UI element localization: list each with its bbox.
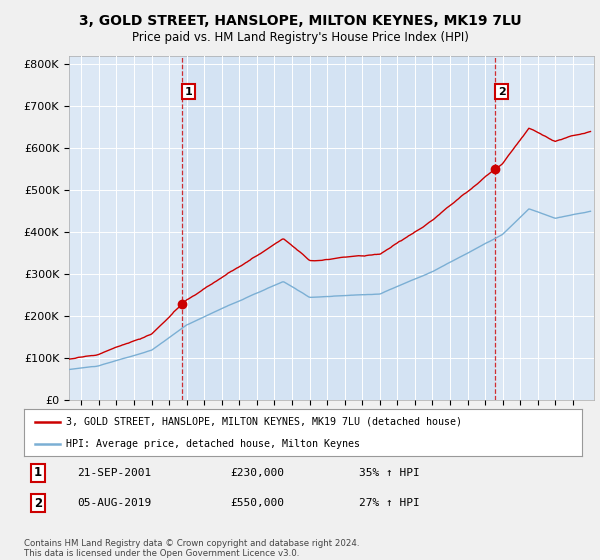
Text: 2: 2 (34, 497, 42, 510)
Text: 21-SEP-2001: 21-SEP-2001 (77, 468, 151, 478)
Text: 35% ↑ HPI: 35% ↑ HPI (359, 468, 419, 478)
Text: Contains HM Land Registry data © Crown copyright and database right 2024.
This d: Contains HM Land Registry data © Crown c… (24, 539, 359, 558)
Text: 2: 2 (498, 87, 506, 97)
Text: HPI: Average price, detached house, Milton Keynes: HPI: Average price, detached house, Milt… (66, 438, 360, 449)
Text: 05-AUG-2019: 05-AUG-2019 (77, 498, 151, 508)
Text: Price paid vs. HM Land Registry's House Price Index (HPI): Price paid vs. HM Land Registry's House … (131, 31, 469, 44)
Text: 3, GOLD STREET, HANSLOPE, MILTON KEYNES, MK19 7LU (detached house): 3, GOLD STREET, HANSLOPE, MILTON KEYNES,… (66, 417, 462, 427)
Text: 1: 1 (34, 466, 42, 479)
Bar (182, 56, 496, 400)
Text: 3, GOLD STREET, HANSLOPE, MILTON KEYNES, MK19 7LU: 3, GOLD STREET, HANSLOPE, MILTON KEYNES,… (79, 14, 521, 28)
Text: 27% ↑ HPI: 27% ↑ HPI (359, 498, 419, 508)
Text: £230,000: £230,000 (230, 468, 284, 478)
Text: £550,000: £550,000 (230, 498, 284, 508)
Text: 1: 1 (185, 87, 193, 97)
